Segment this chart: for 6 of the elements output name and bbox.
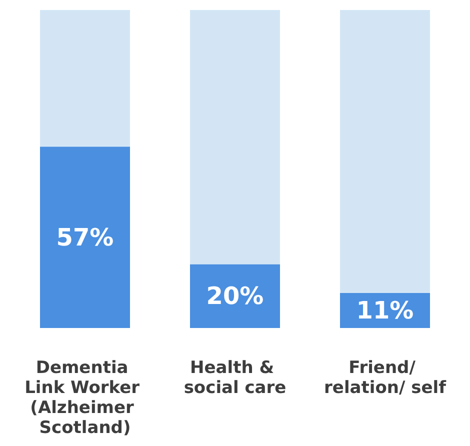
x-tick-label: Health & social care xyxy=(184,358,286,398)
data-label: 11% xyxy=(356,296,414,325)
data-label: 20% xyxy=(206,282,264,310)
data-label: 57% xyxy=(56,223,114,252)
x-tick-label: Dementia Link Worker (Alzheimer Scotland) xyxy=(24,358,146,438)
x-tick-label: Friend/ relation/ self xyxy=(324,358,447,398)
